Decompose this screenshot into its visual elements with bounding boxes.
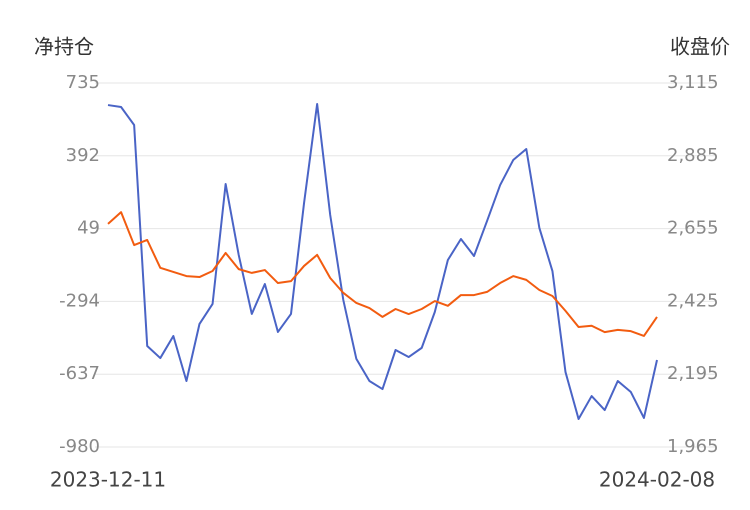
y-tick-label: -980 [59, 436, 100, 457]
series-line [107, 103, 658, 420]
y-tick-label: -294 [59, 290, 100, 311]
y2-tick-label: 2,195 [667, 363, 719, 384]
x-tick-label: 2024-02-08 [599, 468, 715, 492]
y-tick-label: 49 [77, 218, 100, 239]
y2-tick-label: 1,965 [667, 436, 719, 457]
y2-tick-label: 3,115 [667, 72, 719, 93]
y2-tick-label: 2,885 [667, 145, 719, 166]
x-tick-label: 2023-12-11 [50, 468, 166, 492]
y-axis-title: 净持仓 [34, 35, 94, 59]
series-line [107, 211, 658, 337]
y-tick-label: -637 [59, 363, 100, 384]
y2-tick-label: 2,655 [667, 218, 719, 239]
y2-tick-label: 2,425 [667, 290, 719, 311]
y-tick-label: 735 [66, 72, 100, 93]
y2-axis-title: 收盘价 [670, 35, 730, 59]
y-tick-label: 392 [66, 145, 100, 166]
